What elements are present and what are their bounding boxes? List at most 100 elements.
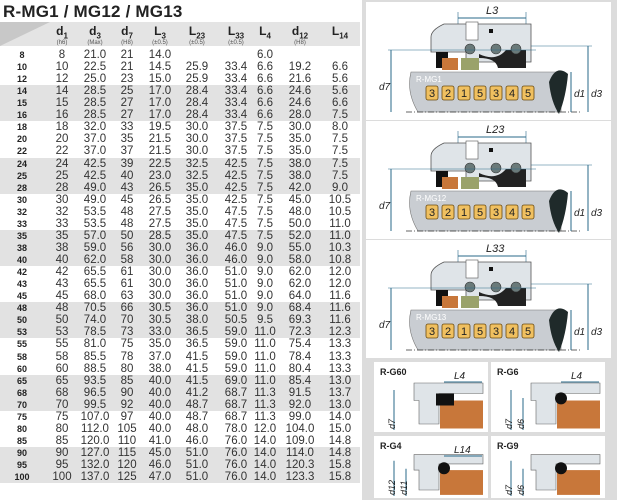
pin bbox=[489, 148, 493, 152]
table-row: 68 68 96.5 90 40.0 41.2 68.7 11.3 91.5 13.7 bbox=[0, 386, 360, 399]
size-label: 15 bbox=[16, 98, 27, 109]
table-cell: 45 bbox=[55, 290, 69, 303]
table-cell: 32 bbox=[55, 205, 69, 218]
table-cell: 28.5 bbox=[148, 229, 172, 242]
table-cell: 11.3 bbox=[254, 386, 276, 399]
table-cell: 70 bbox=[120, 314, 134, 327]
table-cell: 66 bbox=[120, 302, 134, 315]
table-cell: 42.5 bbox=[224, 157, 248, 170]
table-cell: 30.0 bbox=[288, 121, 312, 134]
table-cell: 137.0 bbox=[80, 471, 110, 484]
table-cell: 39 bbox=[120, 157, 134, 170]
size-label: 24 bbox=[16, 158, 27, 169]
table-cell: 62.0 bbox=[288, 266, 312, 279]
table-cell: 28.4 bbox=[185, 97, 209, 110]
table-cell: 41.2 bbox=[185, 386, 209, 399]
drive-cone bbox=[549, 308, 568, 352]
table-cell: 36.5 bbox=[185, 326, 209, 339]
table-cell: 85 bbox=[120, 374, 134, 387]
table-cell: 37.0 bbox=[83, 145, 107, 158]
table-cell: 10.5 bbox=[328, 193, 352, 206]
table-cell: 27 bbox=[120, 97, 134, 110]
table-cell: 40 bbox=[120, 169, 134, 182]
table-cell: 21 bbox=[120, 49, 134, 61]
table-cell: 14.8 bbox=[328, 446, 352, 459]
table-cell: 5.6 bbox=[332, 85, 348, 98]
table-cell: 58.0 bbox=[288, 254, 312, 267]
size-label: 14 bbox=[16, 86, 27, 97]
table-cell: 65 bbox=[55, 374, 69, 387]
table-cell: 8.0 bbox=[332, 121, 348, 134]
table-cell: 51.0 bbox=[185, 459, 209, 472]
table-cell: 35.0 bbox=[185, 181, 209, 194]
seat-model-label: R-G6 bbox=[497, 367, 519, 377]
part-number-box bbox=[521, 204, 535, 220]
table-cell: 30 bbox=[55, 193, 69, 206]
part-number-box bbox=[505, 85, 519, 101]
o-ring bbox=[464, 43, 476, 55]
table-cell: 33.0 bbox=[148, 326, 172, 339]
table-cell: 7.5 bbox=[257, 121, 273, 134]
table-cell: 25 bbox=[55, 169, 69, 182]
table-row: 15 15 28.5 27 17.0 28.4 33.4 6.6 24.6 6.6 bbox=[0, 97, 360, 110]
table-cell: 38.0 bbox=[148, 362, 172, 375]
table-cell: 36.0 bbox=[185, 302, 209, 315]
part-number-box bbox=[441, 85, 455, 101]
table-cell: 6.6 bbox=[332, 61, 348, 74]
table-cell: 11.6 bbox=[329, 290, 351, 303]
part-number: 4 bbox=[509, 207, 515, 219]
table-cell: 30.0 bbox=[148, 290, 172, 303]
diameter-label: d7 bbox=[504, 484, 514, 495]
table-cell: 30.5 bbox=[148, 314, 172, 327]
table-cell: 47.5 bbox=[224, 205, 248, 218]
table-cell: 85.5 bbox=[83, 350, 107, 363]
table-cell: 14.0 bbox=[253, 459, 277, 472]
table-cell: 45 bbox=[120, 193, 134, 206]
table-cell: 40.0 bbox=[148, 410, 172, 423]
table-cell: 13.3 bbox=[328, 362, 352, 375]
table-cell: 46.0 bbox=[185, 434, 209, 447]
table-cell: 56 bbox=[120, 241, 134, 254]
table-cell: 8 bbox=[58, 49, 66, 61]
part-number-box bbox=[425, 204, 439, 220]
table-cell: 41.0 bbox=[148, 434, 172, 447]
table-row: 70 70 99.5 92 40.0 48.7 68.7 11.3 92.0 13.0 bbox=[0, 398, 360, 411]
table-cell: 21.5 bbox=[148, 133, 172, 146]
table-cell: 30.0 bbox=[185, 145, 209, 158]
table-cell: 30.0 bbox=[185, 121, 209, 134]
table-cell: 36.0 bbox=[185, 266, 209, 279]
table-cell: 48.7 bbox=[185, 398, 209, 411]
table-cell: 76.0 bbox=[224, 446, 248, 459]
size-label: 16 bbox=[16, 110, 27, 121]
size-label: 65 bbox=[16, 375, 27, 386]
table-cell: 7.5 bbox=[257, 229, 273, 242]
d-right-label: d3 bbox=[591, 208, 603, 219]
table-cell: 72.3 bbox=[288, 326, 312, 339]
table-cell: 51.0 bbox=[185, 446, 209, 459]
size-label: 12 bbox=[16, 74, 27, 85]
table-cell: 43 bbox=[55, 278, 69, 291]
table-row: 55 55 81.0 75 35.0 36.5 59.0 11.0 75.4 13.3 bbox=[0, 338, 360, 350]
table-cell: 48 bbox=[55, 302, 69, 315]
page-title: R-MG1 / MG12 / MG13 bbox=[3, 2, 183, 21]
pin bbox=[489, 29, 493, 33]
table-cell: 15.0 bbox=[328, 422, 352, 435]
part-number: 3 bbox=[429, 88, 435, 100]
table-cell: 32.5 bbox=[185, 157, 209, 170]
seal-face bbox=[461, 177, 479, 189]
part-number: 5 bbox=[525, 88, 531, 100]
table-cell: 33.4 bbox=[224, 73, 248, 86]
table-cell: 48.0 bbox=[185, 422, 209, 435]
table-cell: 73 bbox=[120, 326, 134, 339]
table-cell: 26.5 bbox=[148, 181, 172, 194]
seat-model-label: R-G4 bbox=[380, 441, 402, 451]
table-row: 24 24 42.5 39 22.5 32.5 42.5 7.5 38.0 7.5 bbox=[0, 157, 360, 170]
d-mid-label: d1 bbox=[574, 208, 585, 219]
table-cell: 11.0 bbox=[254, 362, 276, 375]
d-left-label: d7 bbox=[379, 320, 391, 331]
table-cell: 15 bbox=[55, 97, 69, 110]
table-row: 16 16 28.5 27 17.0 28.4 33.4 6.6 28.0 7.5 bbox=[0, 109, 360, 122]
table-cell: 58 bbox=[120, 254, 134, 267]
table-cell: 109.0 bbox=[285, 434, 315, 447]
model-label: R-MG13 bbox=[416, 313, 447, 322]
